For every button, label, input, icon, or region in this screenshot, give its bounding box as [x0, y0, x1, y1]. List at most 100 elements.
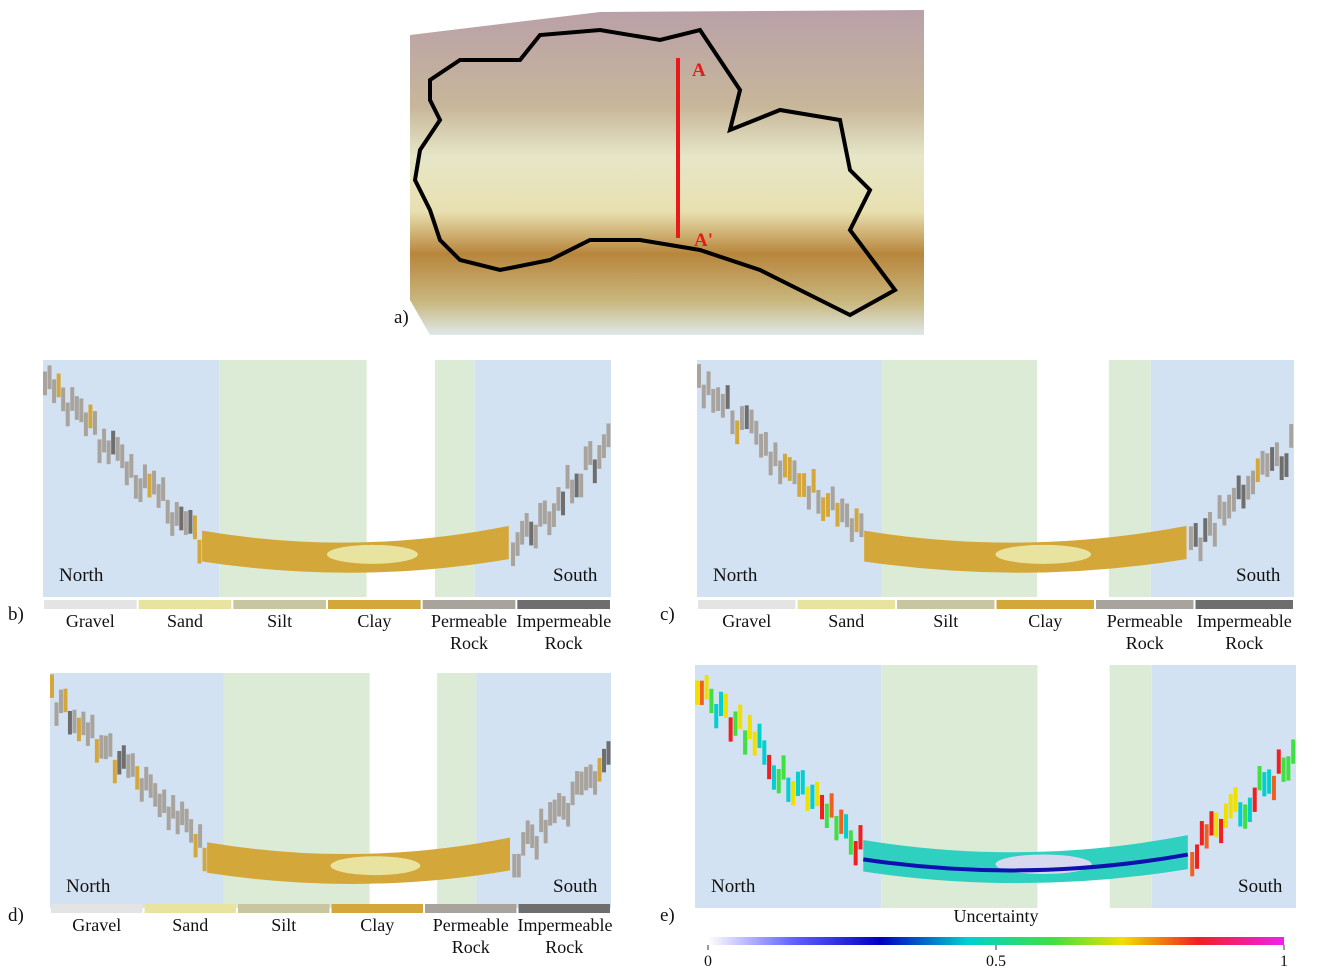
profile-segment — [1233, 787, 1238, 812]
profile-segment — [797, 473, 802, 497]
profile-segment — [557, 793, 562, 817]
profile-segment — [697, 364, 701, 388]
legend-swatch — [328, 600, 421, 609]
profile-segment — [180, 801, 185, 826]
profile-segment — [115, 437, 120, 461]
profile-segment — [542, 500, 547, 525]
colorbar-tick-label: 0.5 — [986, 953, 1006, 970]
profile-segment — [1262, 772, 1267, 797]
profile-segment — [806, 485, 811, 510]
north-label: North — [711, 876, 756, 897]
profile-segment — [72, 709, 77, 734]
zone — [474, 360, 611, 597]
profile-segment — [97, 439, 102, 464]
profile-segment — [845, 503, 850, 528]
profile-segment — [197, 539, 202, 564]
profile-segment — [570, 479, 575, 504]
profile-segment — [1281, 757, 1286, 782]
legend-label: Silt — [933, 611, 959, 631]
profile-segment — [47, 365, 52, 390]
profile-segment — [810, 784, 815, 809]
legend-label: Impermeable Rock — [516, 611, 612, 653]
profile-segment — [1209, 811, 1214, 836]
section-end: A' — [694, 230, 713, 251]
profile-segment — [588, 441, 593, 465]
shape — [410, 10, 924, 335]
profile-segment — [781, 755, 786, 780]
profile-segment — [701, 384, 706, 409]
profile-segment — [695, 680, 699, 705]
profile-segment — [188, 509, 193, 534]
profile-segment — [552, 799, 557, 824]
profile-segment — [821, 497, 826, 521]
colorbar-title: Uncertainty — [953, 906, 1039, 926]
profile-segment — [811, 468, 816, 493]
profile-segment — [551, 503, 556, 528]
profile-segment — [94, 739, 99, 763]
profile-segment — [699, 680, 704, 705]
colorbar-tick-label: 0 — [704, 953, 712, 970]
profile-segment — [515, 532, 520, 556]
legend-label: Silt — [267, 611, 293, 631]
profile-segment — [711, 389, 716, 413]
profile-segment — [130, 753, 135, 777]
colorbar — [708, 937, 1284, 945]
profile-segment — [792, 460, 797, 485]
profile-segment — [738, 704, 743, 729]
profile-segment — [565, 464, 570, 489]
south-label: South — [1238, 876, 1283, 897]
profile-segment — [1204, 824, 1209, 849]
panel-label: b) — [8, 604, 24, 625]
profile-segment — [1203, 518, 1208, 542]
profile-segment — [859, 513, 864, 538]
profile-segment — [1243, 804, 1248, 829]
legend-swatch — [44, 600, 137, 609]
profile-segment — [129, 454, 134, 478]
profile-segment — [854, 508, 859, 533]
profile-segment — [743, 730, 748, 755]
profile-segment — [533, 524, 538, 549]
profile-segment — [1260, 450, 1265, 475]
profile-segment — [858, 825, 863, 850]
legend-label: Sand — [166, 611, 203, 631]
profile-segment — [768, 451, 773, 476]
profile-segment — [139, 778, 144, 802]
profile-segment — [50, 674, 54, 698]
section-start: A — [692, 60, 706, 81]
legend-swatch — [331, 904, 423, 913]
profile-segment — [1286, 756, 1291, 781]
profile-segment — [574, 473, 579, 498]
profile-segment — [835, 502, 840, 527]
profile-segment — [70, 387, 75, 411]
legend-label: Gravel — [722, 611, 772, 631]
profile-segment — [92, 411, 97, 435]
profile-segment — [530, 824, 535, 848]
profile-segment — [825, 493, 830, 517]
profile-segment — [144, 766, 149, 791]
legend-label: Permeable Rock — [432, 915, 509, 957]
legend-label: Gravel — [72, 915, 122, 935]
profile-segment — [166, 806, 171, 831]
profile-segment — [579, 771, 584, 796]
profile-segment — [1265, 453, 1270, 477]
shape — [412, 27, 898, 318]
profile-segment — [138, 478, 143, 503]
legend-label: Clay — [357, 611, 392, 631]
profile-segment — [719, 691, 724, 717]
profile-segment — [88, 404, 93, 429]
profile-segment — [592, 459, 597, 484]
profile-segment — [548, 802, 553, 826]
profile-segment — [763, 432, 768, 456]
profile-segment — [844, 814, 849, 839]
profile-segment — [76, 717, 81, 742]
profile-segment — [606, 423, 611, 448]
profile-segment — [588, 764, 593, 789]
profile-segment — [800, 770, 805, 795]
legend-swatch — [233, 600, 326, 609]
profile-segment — [516, 853, 521, 878]
basin-lens — [327, 544, 418, 564]
profile-segment — [81, 711, 86, 736]
profile-segment — [824, 803, 829, 828]
profile-segment — [1289, 424, 1294, 448]
